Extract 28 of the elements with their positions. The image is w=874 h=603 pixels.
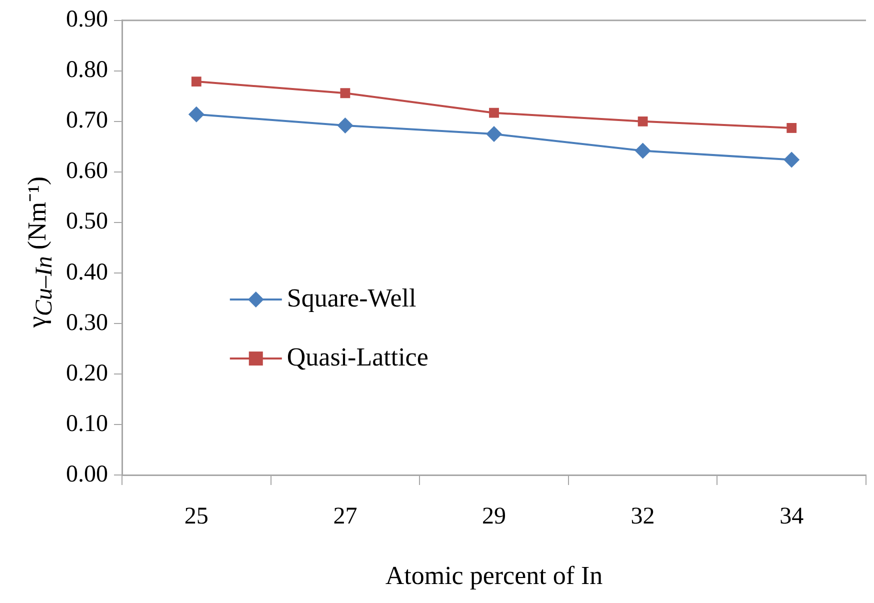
y-tick-label: 0.70	[66, 108, 108, 134]
y-tick-label: 0.20	[66, 360, 108, 386]
y-tick-label: 0.00	[66, 461, 108, 488]
point	[337, 117, 354, 134]
legend-label: Square-Well	[286, 283, 416, 312]
y-tick-label: 0.10	[66, 410, 108, 437]
x-tick-label: 32	[630, 504, 655, 530]
point	[634, 142, 651, 159]
y-tick-label: 0.60	[66, 158, 108, 184]
y-tick-label: 0.80	[66, 57, 108, 84]
y-tick-label: 0.40	[66, 259, 108, 286]
y-tick-label: 0.30	[66, 310, 108, 336]
point	[340, 88, 350, 98]
y-tick-label: 0.90	[66, 6, 108, 33]
point	[489, 108, 499, 118]
point	[786, 123, 797, 133]
point	[486, 126, 502, 142]
legend-label: Quasi-Lattice	[286, 342, 428, 372]
point	[188, 106, 204, 122]
x-tick-label: 29	[482, 504, 506, 530]
x-tick-label: 34	[780, 504, 804, 530]
x-tick-label: 27	[333, 504, 358, 530]
y-tick-label: 0.50	[66, 208, 108, 235]
point	[638, 116, 648, 126]
x-tick-label: 25	[184, 504, 208, 530]
point	[784, 152, 800, 168]
point	[191, 76, 202, 86]
x-axis-title: Atomic percent of In	[385, 561, 603, 590]
